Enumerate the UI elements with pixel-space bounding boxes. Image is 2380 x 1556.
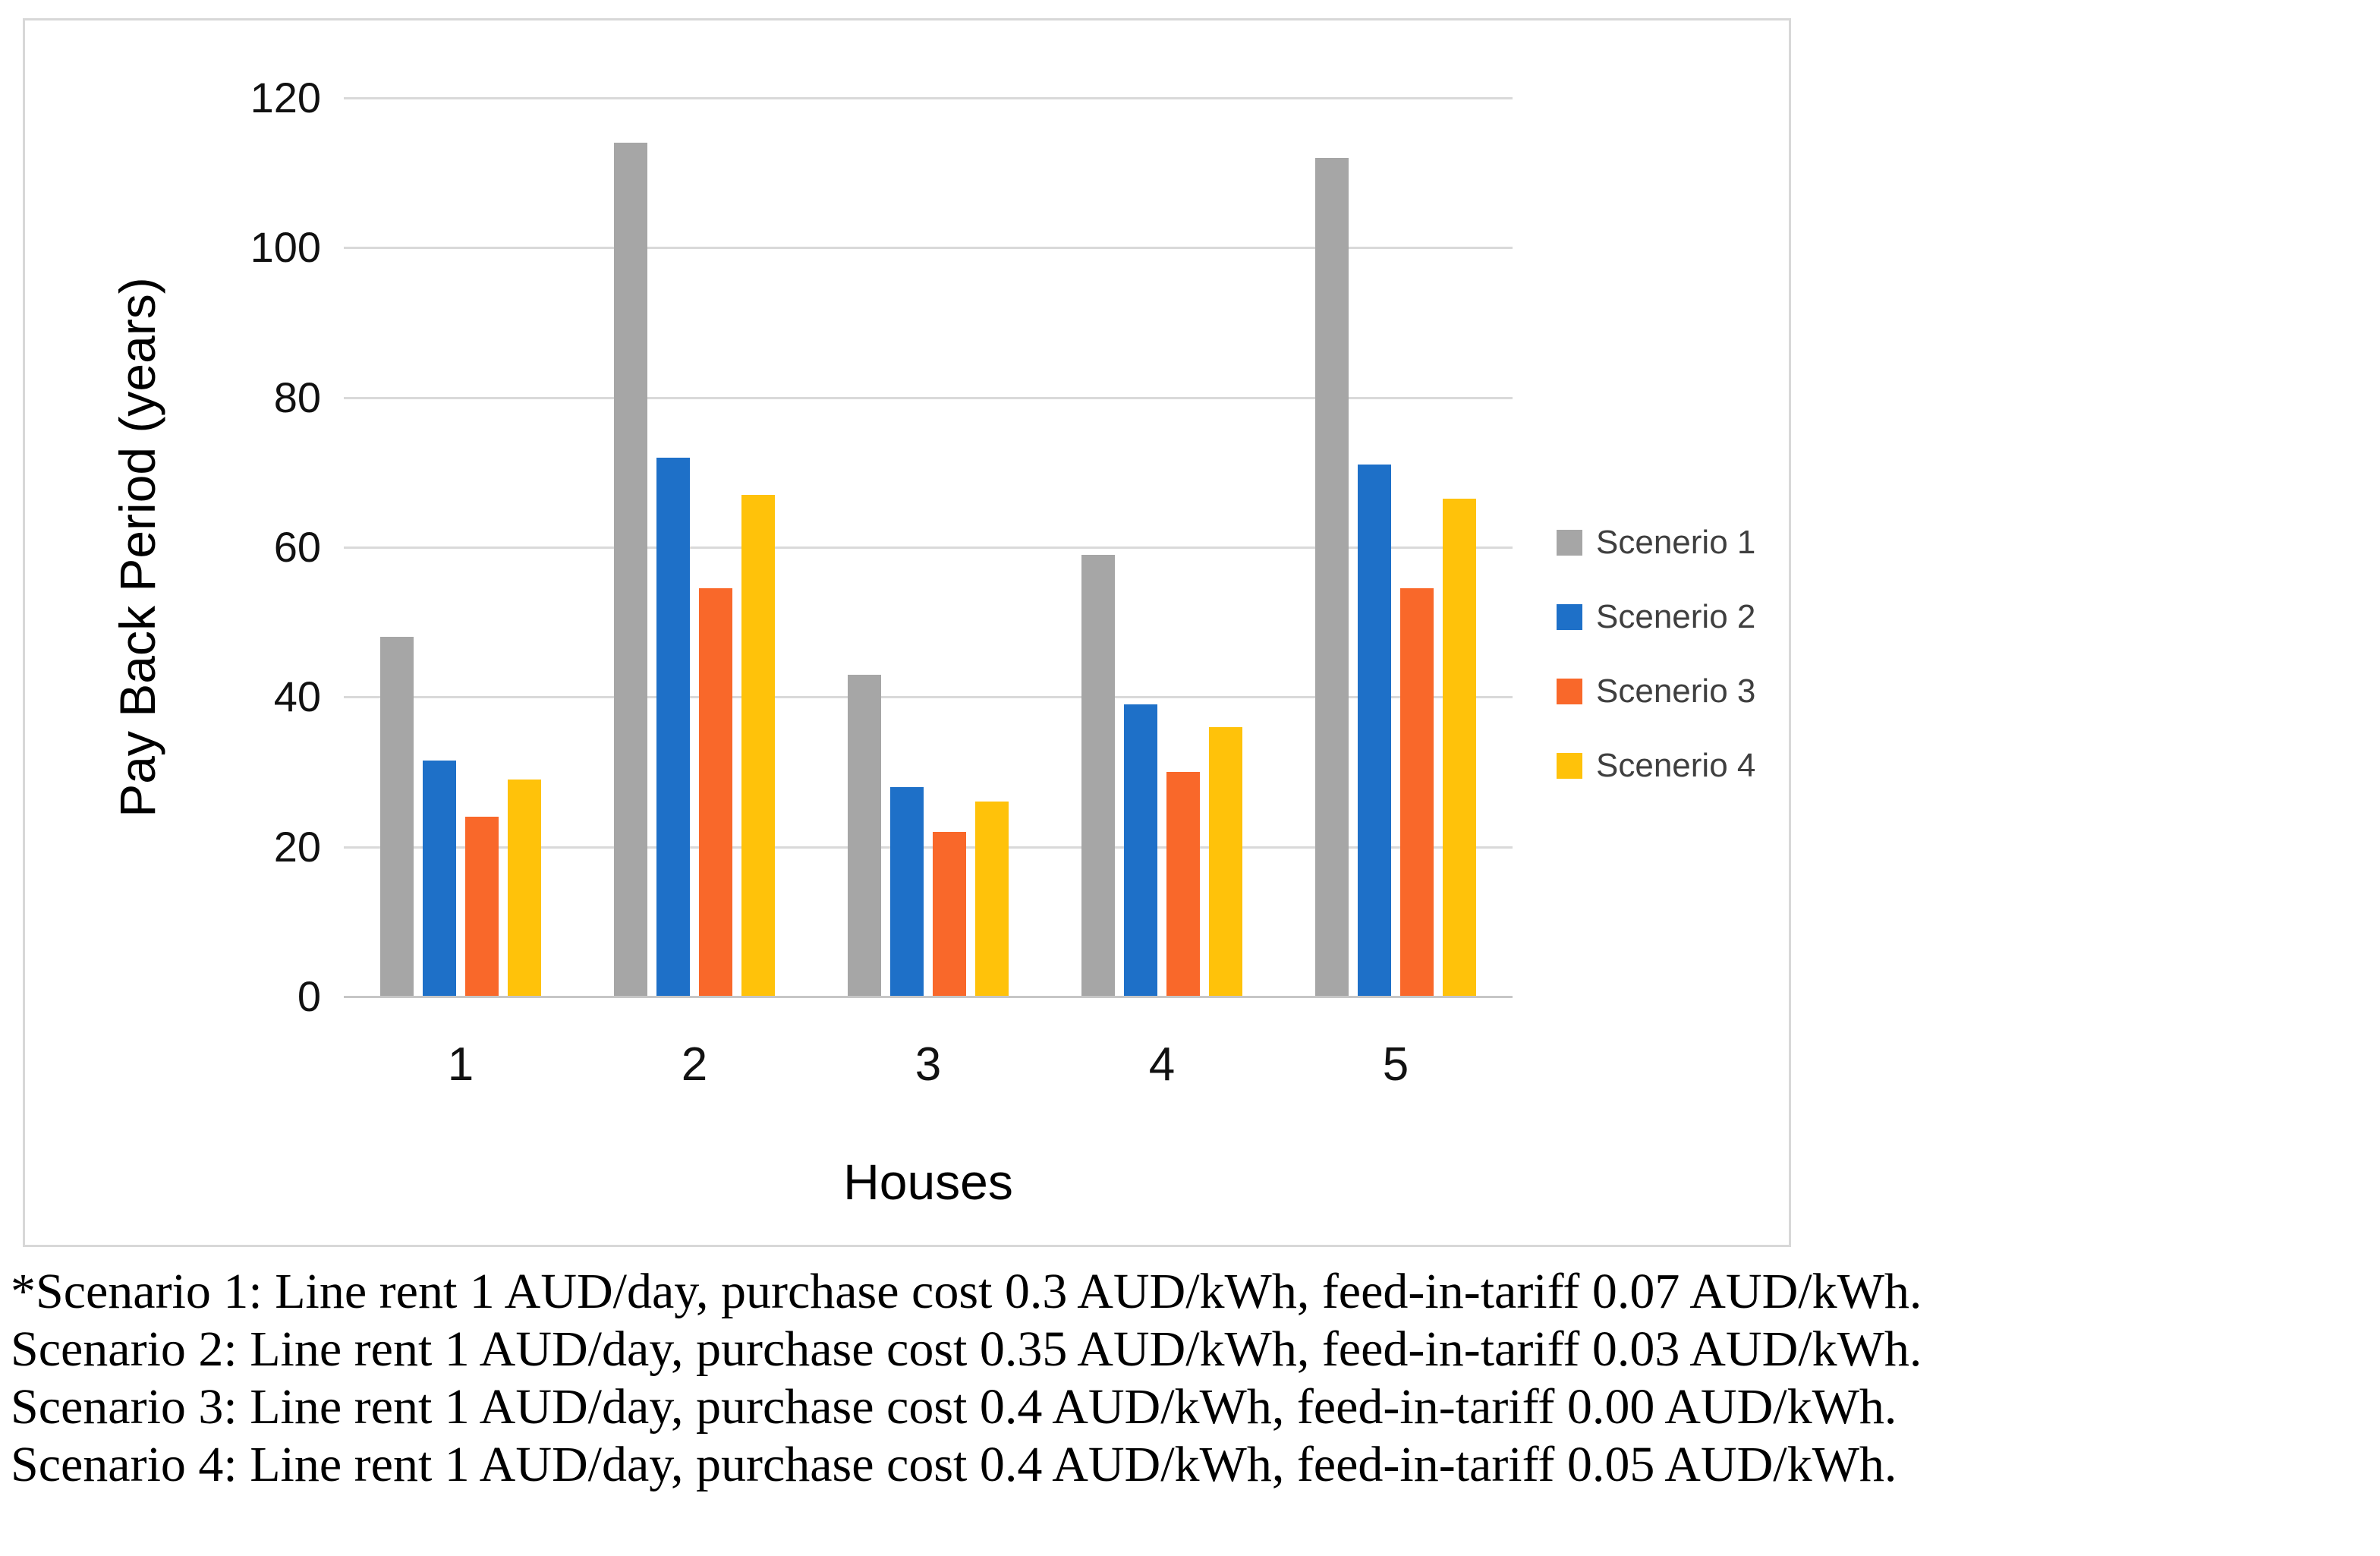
bar-scenerio-1-house-2 [614, 143, 647, 997]
y-tick-label-20: 20 [273, 822, 321, 871]
gridline-20 [344, 846, 1513, 849]
legend-swatch-icon [1557, 604, 1582, 630]
legend-label: Scenerio 3 [1596, 672, 1756, 710]
footnote-line-1: *Scenario 1: Line rent 1 AUD/day, purcha… [11, 1264, 1922, 1319]
legend-label: Scenerio 1 [1596, 524, 1756, 561]
x-tick-label-5: 5 [1382, 1038, 1409, 1091]
bar-scenerio-3-house-4 [1166, 772, 1200, 997]
gridline-120 [344, 97, 1513, 99]
bar-scenerio-1-house-5 [1315, 157, 1349, 997]
footnote: *Scenario 1: Line rent 1 AUD/day, purcha… [11, 1263, 2371, 1494]
bar-scenerio-3-house-5 [1400, 588, 1434, 997]
x-tick-label-1: 1 [447, 1038, 474, 1091]
footnote-line-3: Scenario 3: Line rent 1 AUD/day, purchas… [11, 1379, 1897, 1435]
bar-scenerio-3-house-1 [465, 817, 499, 997]
y-axis-title: Pay Back Period (years) [109, 277, 165, 817]
legend-swatch-icon [1557, 679, 1582, 704]
gridline-60 [344, 546, 1513, 549]
legend: Scenerio 1 Scenerio 2 Scenerio 3 Scenerio 4 [1557, 524, 1755, 784]
bar-scenerio-1-house-1 [380, 637, 414, 997]
y-tick-label-60: 60 [273, 523, 321, 571]
plot-area [344, 97, 1513, 998]
bar-scenerio-2-house-2 [656, 457, 690, 997]
bar-scenerio-4-house-4 [1209, 726, 1242, 997]
bar-scenerio-2-house-4 [1124, 704, 1157, 997]
bar-scenerio-4-house-1 [508, 779, 541, 997]
legend-label: Scenerio 4 [1596, 747, 1756, 784]
y-tick-label-120: 120 [250, 74, 321, 121]
legend-item-scenerio-1: Scenerio 1 [1557, 524, 1755, 561]
y-tick-label-80: 80 [273, 373, 321, 421]
gridline-40 [344, 696, 1513, 699]
bar-scenerio-1-house-4 [1081, 554, 1115, 997]
y-tick-label-100: 100 [250, 223, 321, 272]
y-tick-label-40: 40 [273, 672, 321, 721]
bar-scenerio-2-house-3 [890, 786, 924, 997]
legend-item-scenerio-2: Scenerio 2 [1557, 598, 1756, 635]
x-tick-label-3: 3 [915, 1038, 942, 1091]
bar-scenerio-1-house-3 [848, 674, 881, 997]
gridline-100 [344, 247, 1513, 250]
legend-label: Scenerio 2 [1596, 598, 1756, 635]
bar-scenerio-2-house-1 [423, 761, 456, 997]
bar-scenerio-4-house-2 [741, 494, 775, 997]
bar-scenerio-4-house-5 [1443, 498, 1476, 997]
gridline-80 [344, 396, 1513, 399]
footnote-line-2: Scenario 2: Line rent 1 AUD/day, purchas… [11, 1321, 1922, 1377]
y-tick-label-0: 0 [297, 972, 321, 1020]
legend-item-scenerio-4: Scenerio 4 [1557, 747, 1756, 784]
legend-swatch-icon [1557, 753, 1582, 779]
bar-scenerio-3-house-3 [933, 831, 966, 997]
chart-frame: Pay Back Period (years) 0 20 40 60 80 100 120 … [23, 18, 1791, 1247]
x-axis-line [344, 996, 1513, 998]
x-tick-label-2: 2 [681, 1038, 708, 1091]
bar-scenerio-2-house-5 [1358, 465, 1391, 997]
bar-scenerio-3-house-2 [699, 588, 732, 997]
footnote-line-4: Scenario 4: Line rent 1 AUD/day, purchas… [11, 1437, 1897, 1492]
legend-swatch-icon [1557, 530, 1582, 556]
bar-scenerio-4-house-3 [975, 802, 1009, 997]
x-axis-title: Houses [843, 1154, 1013, 1210]
legend-item-scenerio-3: Scenerio 3 [1557, 672, 1756, 710]
x-tick-label-4: 4 [1148, 1038, 1176, 1091]
